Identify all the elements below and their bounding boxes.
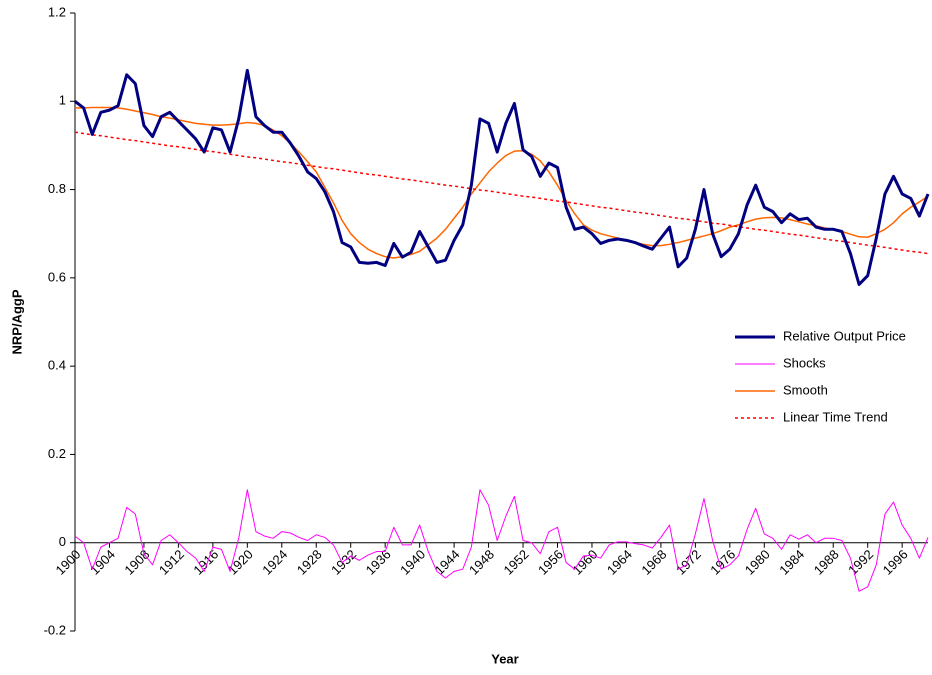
y-tick-label: 1.2 <box>48 4 66 19</box>
x-tick-label: 1904 <box>87 547 118 578</box>
x-tick-label: 1976 <box>707 547 738 578</box>
x-tick-label: 1940 <box>397 547 428 578</box>
x-tick-label: 1912 <box>156 547 187 578</box>
x-tick-label: 1928 <box>294 547 325 578</box>
x-tick-label: 1968 <box>638 547 669 578</box>
legend-label: Shocks <box>783 355 826 370</box>
y-tick-label: 0 <box>59 534 66 549</box>
x-tick-label: 1988 <box>811 547 842 578</box>
x-tick-label: 1908 <box>121 547 152 578</box>
x-tick-label: 1916 <box>190 547 221 578</box>
series-line <box>74 489 929 592</box>
x-tick-label: 1948 <box>466 547 497 578</box>
y-tick-label: 0.8 <box>48 181 66 196</box>
y-tick-label: -0.2 <box>44 622 66 637</box>
y-tick-label: 1 <box>59 93 66 108</box>
x-tick-label: 1924 <box>259 547 290 578</box>
x-tick-label: 1952 <box>501 547 532 578</box>
y-tick-label: 0.4 <box>48 358 66 373</box>
x-tick-label: 1964 <box>604 547 635 578</box>
x-axis-title: Year <box>491 651 518 666</box>
legend-label: Relative Output Price <box>783 328 906 343</box>
y-tick-label: 0.2 <box>48 446 66 461</box>
legend-label: Linear Time Trend <box>783 409 888 424</box>
y-axis-title: NRP/AggP <box>9 289 24 354</box>
x-tick-label: 1984 <box>776 547 807 578</box>
y-tick-label: 0.6 <box>48 269 66 284</box>
legend-label: Smooth <box>783 382 828 397</box>
x-tick-label: 1900 <box>52 547 83 578</box>
x-tick-label: 1996 <box>880 547 911 578</box>
x-tick-label: 1960 <box>569 547 600 578</box>
x-tick-label: 1920 <box>225 547 256 578</box>
x-tick-label: 1972 <box>673 547 704 578</box>
x-tick-label: 1992 <box>845 547 876 578</box>
x-tick-label: 1980 <box>742 547 773 578</box>
x-tick-label: 1932 <box>328 547 359 578</box>
series-line <box>74 68 930 286</box>
x-tick-label: 1944 <box>432 547 463 578</box>
x-tick-label: 1956 <box>535 547 566 578</box>
